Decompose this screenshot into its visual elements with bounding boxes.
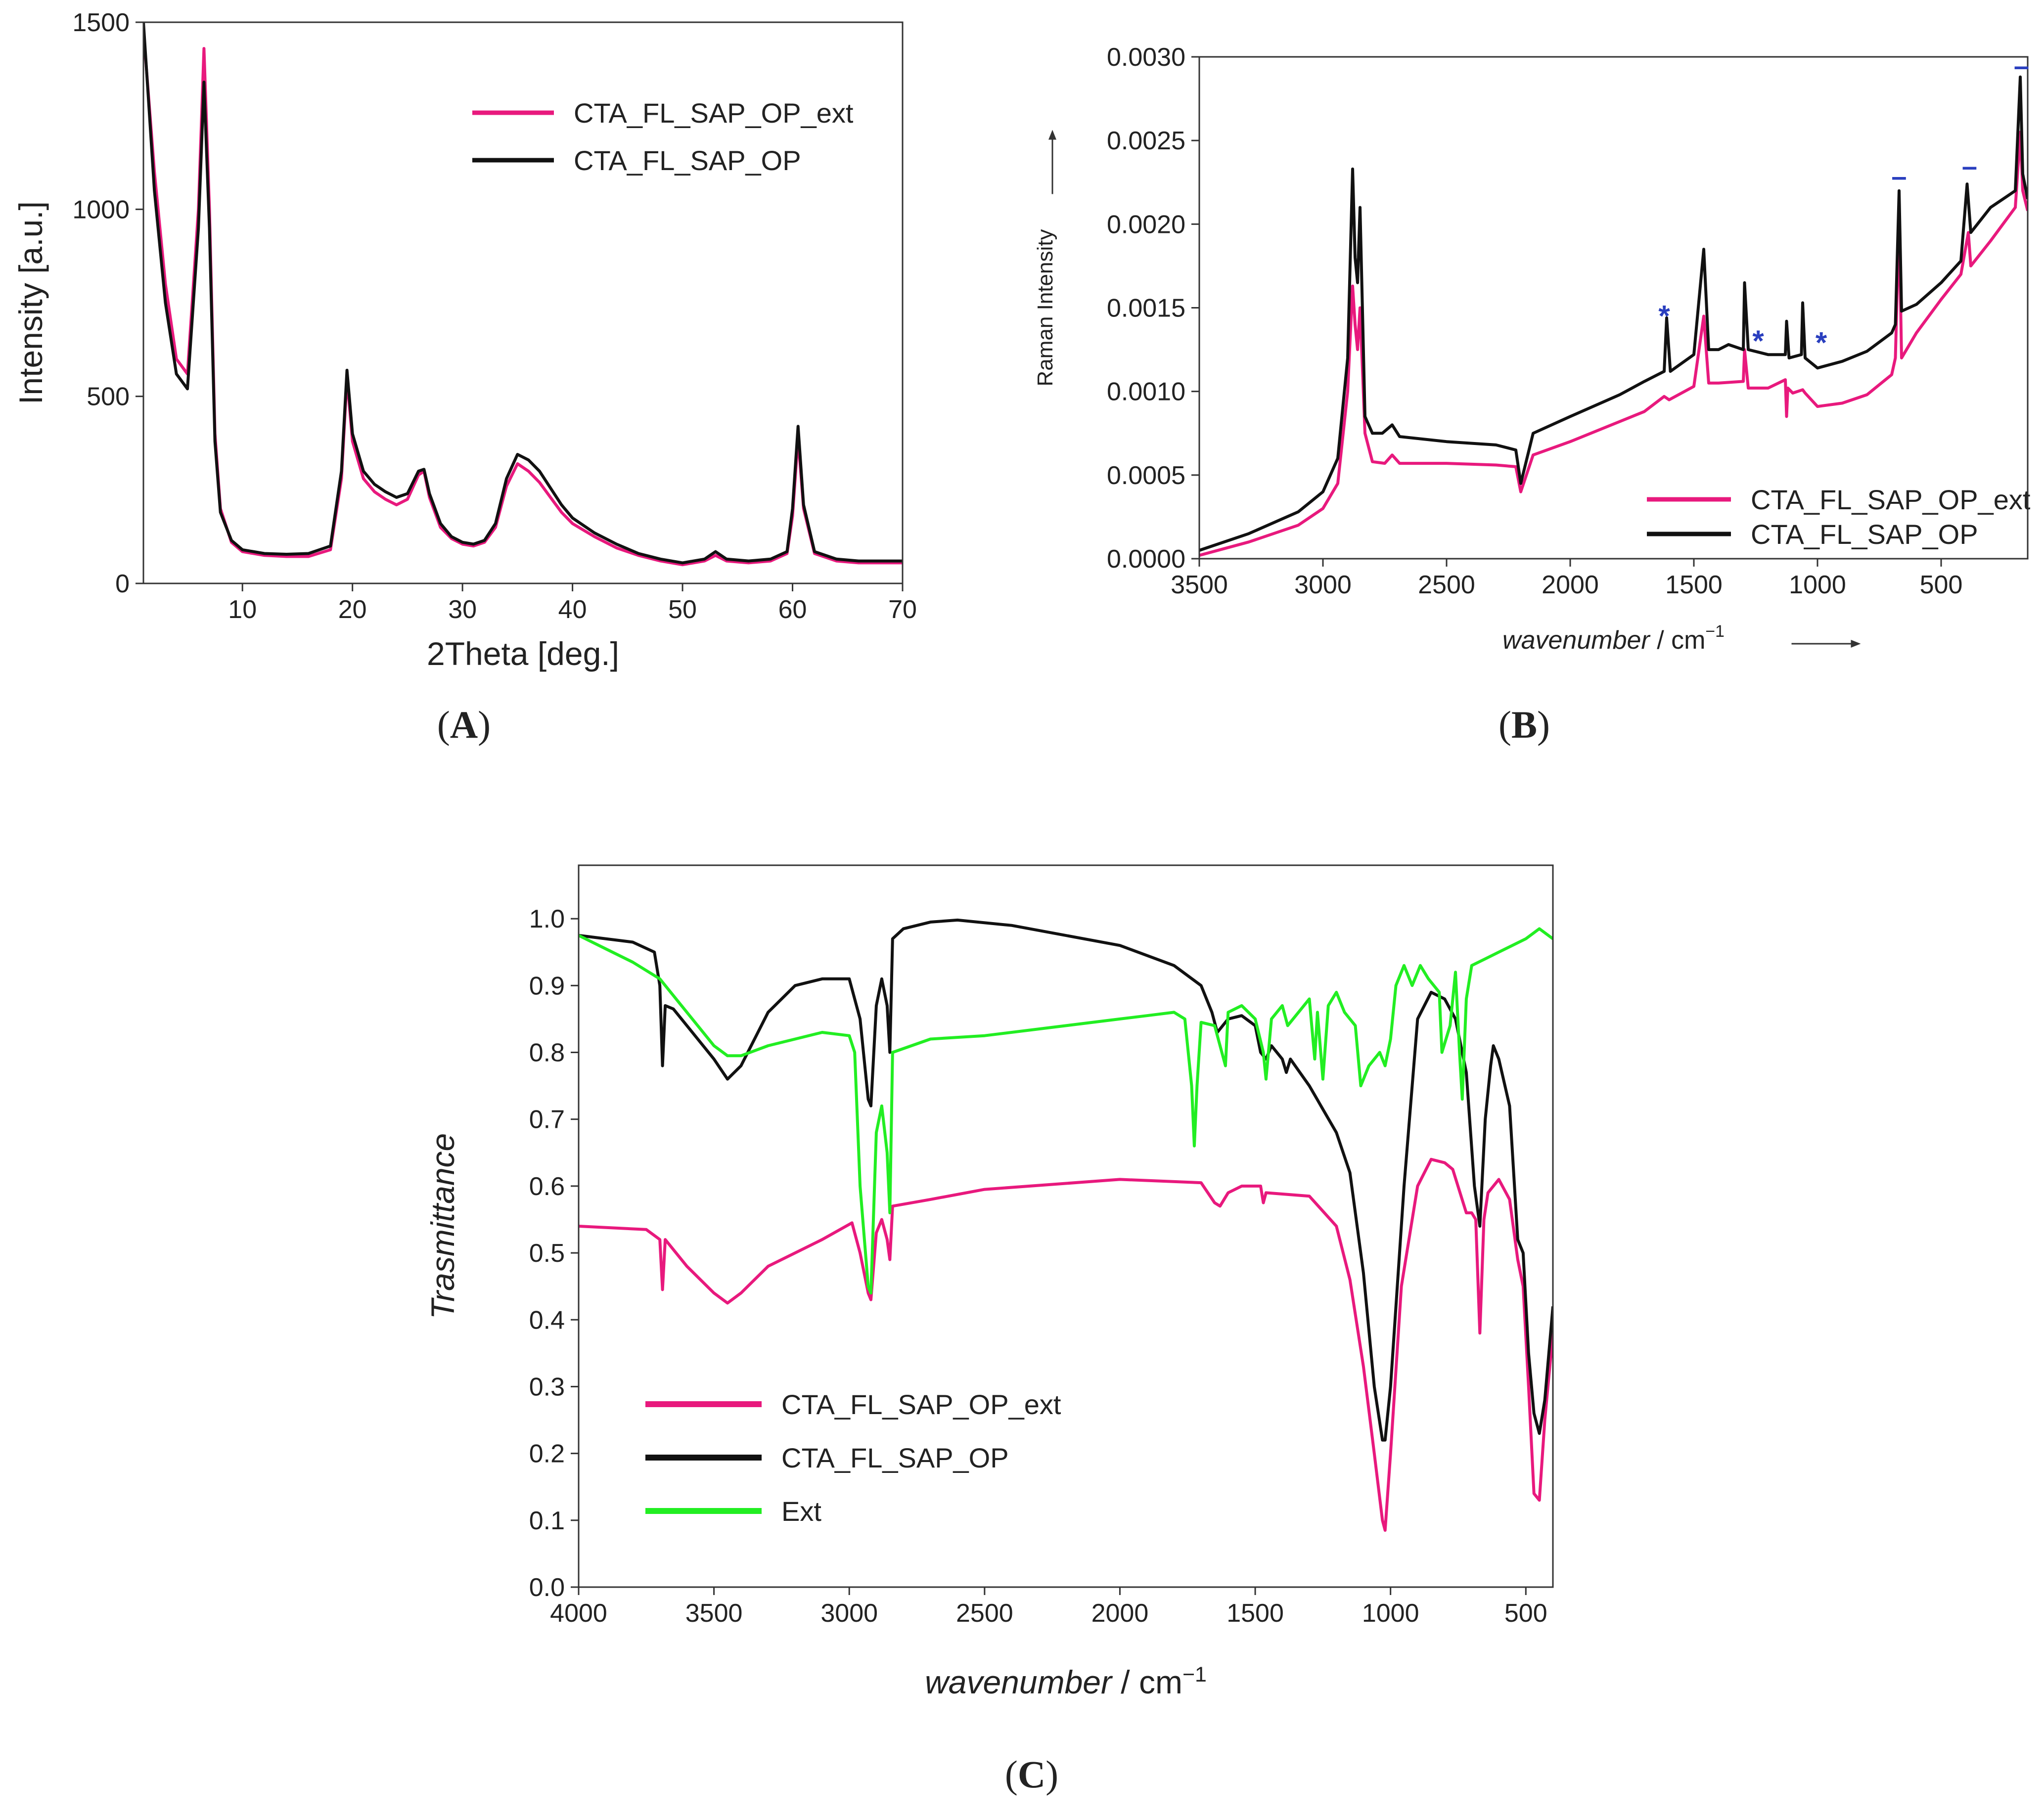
caption-letter: C	[1018, 1753, 1045, 1796]
y-tick-label: 0.6	[529, 1172, 565, 1201]
x-tick-label: 1000	[1362, 1599, 1419, 1628]
panel-caption: (C)	[1005, 1753, 1058, 1796]
x-tick-label: 70	[888, 595, 917, 624]
caption-paren-open: (	[1499, 703, 1511, 746]
x-tick-label: 60	[778, 595, 807, 624]
x-axis-title-unit: / cm	[1650, 626, 1706, 655]
x-tick-label: 1500	[1665, 571, 1723, 599]
x-tick-label: 3000	[1294, 571, 1352, 599]
peak-annotation: –	[2014, 50, 2029, 81]
panel-caption: (A)	[437, 703, 491, 746]
peak-annotation: *	[1816, 326, 1827, 359]
x-tick-label: 500	[1920, 571, 1963, 599]
caption-paren-open: (	[1005, 1753, 1018, 1796]
y-tick-label: 0.0	[529, 1573, 565, 1602]
y-tick-label: 1500	[72, 8, 130, 37]
series-line-cta-fl-sap-op-ext	[579, 1157, 1553, 1532]
series-line-ext	[579, 927, 1553, 1295]
x-axis-title: 2Theta [deg.]	[427, 635, 619, 672]
legend-label: CTA_FL_SAP_OP	[1751, 519, 1978, 550]
x-tick-label: 40	[558, 595, 587, 624]
x-tick-label: 3000	[820, 1599, 878, 1628]
x-tick-label: 30	[448, 595, 477, 624]
y-tick-label: 0.0020	[1107, 210, 1185, 239]
y-tick-label: 0.0025	[1107, 127, 1185, 155]
y-axis-arrow-head	[1048, 130, 1056, 140]
y-axis-title: Intensity [a.u.]	[12, 201, 49, 404]
y-tick-label: 500	[87, 383, 130, 411]
x-tick-label: 1500	[1226, 1599, 1284, 1628]
caption-paren-close: )	[1045, 1753, 1058, 1796]
y-tick-label: 0.2	[529, 1440, 565, 1468]
x-tick-label: 10	[228, 595, 257, 624]
y-tick-label: 0.0015	[1107, 294, 1185, 323]
y-tick-label: 0	[115, 570, 130, 598]
legend-label: CTA_FL_SAP_OP_ext	[574, 97, 854, 129]
peak-annotation: *	[1752, 324, 1764, 357]
y-tick-label: 0.8	[529, 1039, 565, 1067]
x-tick-label: 2000	[1542, 571, 1599, 599]
legend-label: CTA_FL_SAP_OP	[781, 1442, 1009, 1473]
peak-annotation: *	[1658, 299, 1670, 332]
x-tick-label: 2500	[956, 1599, 1013, 1628]
x-tick-label: 1000	[1789, 571, 1846, 599]
x-tick-label: 50	[668, 595, 697, 624]
x-tick-label: 4000	[550, 1599, 607, 1628]
y-tick-label: 1000	[72, 195, 130, 224]
x-tick-label: 2000	[1091, 1599, 1149, 1628]
x-axis-title-superscript: −1	[1182, 1663, 1207, 1686]
x-axis-title: wavenumber / cm−1	[925, 1663, 1207, 1700]
y-tick-label: 0.0010	[1107, 378, 1185, 406]
x-axis-title-italic: wavenumber	[1502, 626, 1651, 655]
series-line-cta-fl-sap-op	[579, 918, 1553, 1442]
y-tick-label: 0.3	[529, 1373, 565, 1401]
caption-paren-open: (	[437, 703, 450, 746]
x-axis-title: wavenumber / cm−1	[1502, 622, 1725, 655]
legend-label: CTA_FL_SAP_OP	[574, 145, 801, 176]
legend-label: CTA_FL_SAP_OP_ext	[1751, 484, 2031, 515]
y-tick-label: 0.7	[529, 1106, 565, 1134]
panel-b: 3500 3000 2500 2000 1500 1000 500 0.0000 0.0005 0…	[1033, 43, 2031, 746]
x-axis-title-italic: wavenumber	[925, 1664, 1113, 1700]
legend-label: Ext	[781, 1496, 821, 1527]
panel-caption: (B)	[1499, 703, 1550, 746]
legend-label: CTA_FL_SAP_OP_ext	[781, 1389, 1061, 1420]
y-tick-label: 1.0	[529, 905, 565, 933]
y-axis-title: Raman Intensity	[1033, 229, 1057, 387]
series-line-cta-fl-sap-op	[1199, 75, 2028, 552]
y-axis-title: Trasmittance	[424, 1133, 461, 1320]
peak-annotation: –	[1962, 150, 1977, 181]
x-axis-title-unit: / cm	[1112, 1664, 1182, 1700]
x-tick-label: 20	[338, 595, 367, 624]
plot-frame	[142, 21, 904, 584]
panel-a: 10 20 30 40 50 60 70 0 500 1000 1500 2Theta [deg.] I…	[12, 8, 917, 746]
x-tick-label: 3500	[685, 1599, 743, 1628]
caption-paren-close: )	[1537, 703, 1550, 746]
x-axis-title-superscript: −1	[1705, 622, 1725, 641]
y-tick-label: 0.4	[529, 1306, 565, 1334]
caption-letter: A	[450, 703, 478, 746]
y-tick-label: 0.0030	[1107, 43, 1185, 72]
x-axis-arrow-head	[1851, 640, 1861, 648]
y-tick-label: 0.0000	[1107, 545, 1185, 574]
x-tick-label: 3500	[1171, 571, 1228, 599]
caption-paren-close: )	[478, 703, 491, 746]
peak-annotation: –	[1891, 160, 1907, 191]
series-line-cta-fl-sap-op	[143, 22, 903, 565]
plot-frame	[578, 864, 1554, 1588]
y-tick-label: 0.9	[529, 972, 565, 1000]
y-tick-label: 0.0005	[1107, 461, 1185, 490]
series-line-cta-fl-sap-op-ext	[1199, 131, 2028, 557]
x-tick-label: 2500	[1418, 571, 1475, 599]
y-tick-label: 0.5	[529, 1239, 565, 1268]
x-tick-label: 500	[1504, 1599, 1547, 1628]
panel-c: 4000 3500 3000 2500 2000 1500 1000 500 0.0 0.1 0.2…	[424, 864, 1554, 1796]
y-tick-label: 0.1	[529, 1507, 565, 1535]
caption-letter: B	[1511, 703, 1537, 746]
